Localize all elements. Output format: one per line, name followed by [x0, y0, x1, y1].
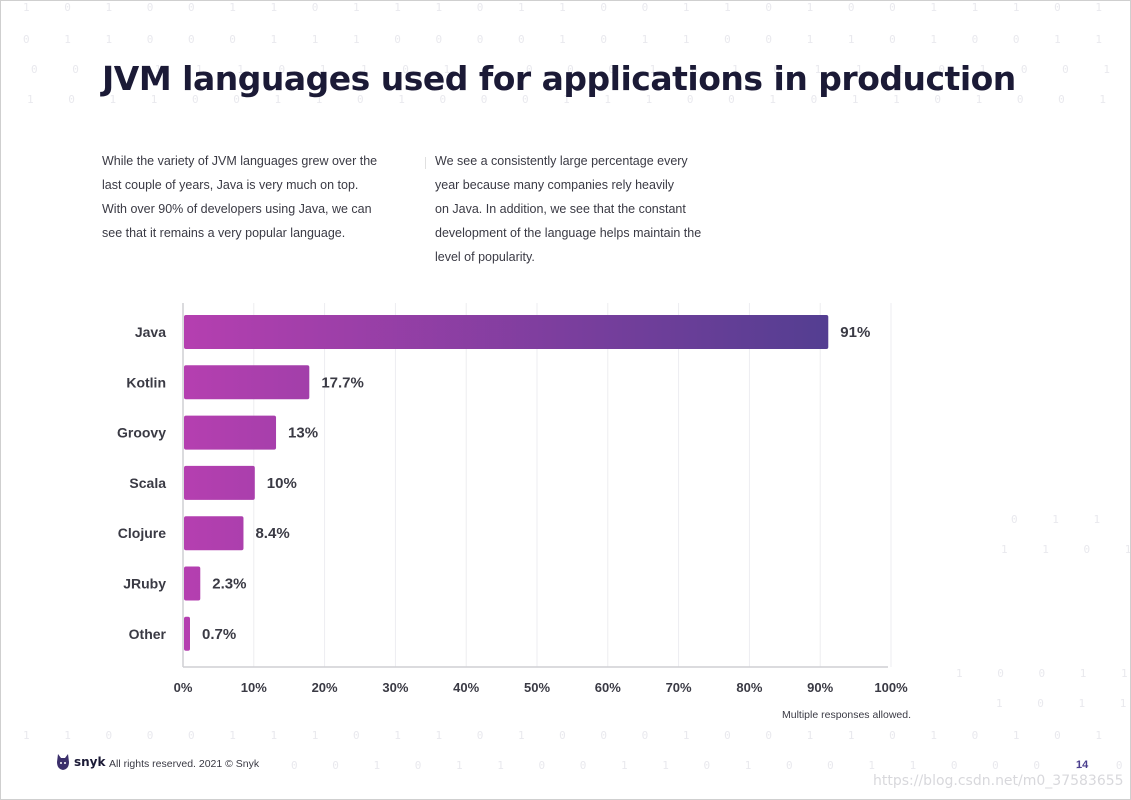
paragraph-line: level of popularity. [435, 250, 535, 264]
intro-paragraph-right: We see a consistently large percentage e… [435, 149, 735, 269]
x-tick-label: 60% [595, 680, 621, 695]
intro-paragraph-left: While the variety of JVM languages grew … [102, 149, 402, 245]
x-tick-label: 90% [807, 680, 833, 695]
x-tick-label: 100% [874, 680, 908, 695]
background-binary-line: 0 1 1 0 0 [1011, 513, 1130, 526]
paragraph-line: see that it remains a very popular langu… [102, 226, 346, 240]
chart-footnote: Multiple responses allowed. [782, 709, 911, 721]
background-binary-line: 1 1 0 0 0 1 1 1 0 1 1 0 1 0 0 0 1 0 0 1 … [23, 729, 1130, 742]
x-tick-label: 0% [174, 680, 193, 695]
background-binary-line: 1 0 0 1 1 1 0 0 [956, 667, 1130, 680]
x-tick-label: 20% [312, 680, 338, 695]
x-tick-label: 10% [241, 680, 267, 695]
watermark: https://blog.csdn.net/m0_37583655 [873, 773, 1124, 789]
bar-groovy [184, 415, 277, 450]
paragraph-line: While the variety of JVM languages grew … [102, 154, 378, 168]
value-label: 91% [840, 324, 870, 341]
bar-kotlin [184, 365, 310, 400]
background-binary-line: 0 0 1 0 1 1 0 0 1 1 0 1 0 0 1 1 0 0 0 1 … [291, 759, 1130, 772]
paragraph-line: last couple of years, Java is very much … [102, 178, 359, 192]
value-label: 8.4% [255, 525, 289, 542]
snyk-dog-icon [57, 754, 69, 770]
paragraph-line: We see a consistently large percentage e… [435, 154, 688, 168]
value-label: 13% [288, 425, 318, 442]
category-label: Java [135, 324, 166, 340]
brand-name: snyk [74, 755, 106, 769]
background-binary-line: 1 0 1 1 1 [996, 697, 1130, 710]
category-label: Clojure [118, 525, 166, 541]
x-tick-label: 40% [453, 680, 479, 695]
copyright-text: All rights reserved. 2021 © Snyk [109, 758, 260, 770]
bar-scala [184, 465, 255, 500]
value-label: 10% [267, 475, 297, 492]
column-divider [425, 157, 426, 169]
bar-java [184, 315, 829, 349]
category-label: Kotlin [126, 374, 166, 390]
background-binary-line: 1 0 1 0 0 1 1 0 1 1 1 0 1 1 0 0 1 1 0 1 … [23, 1, 1130, 14]
value-label: 0.7% [202, 626, 236, 643]
paragraph-line: on Java. In addition, we see that the co… [435, 202, 686, 216]
category-label: JRuby [123, 576, 166, 592]
x-tick-label: 70% [666, 680, 692, 695]
footer-brand: snyk [56, 753, 106, 771]
bar-clojure [184, 516, 244, 551]
page-number: 14 [1076, 759, 1089, 771]
paragraph-line: year because many companies rely heavily [435, 178, 675, 192]
x-tick-label: 30% [382, 680, 408, 695]
value-label: 17.7% [321, 374, 364, 391]
category-label: Scala [129, 475, 166, 491]
x-tick-label: 80% [736, 680, 762, 695]
category-label: Other [129, 626, 167, 642]
bar-other [184, 616, 190, 651]
page-title: JVM languages used for applications in p… [102, 59, 1016, 98]
background-binary-line: 0 0 0 1 1 1 0 1 1 0 1 1 0 0 0 1 0 1 0 1 … [31, 63, 1130, 76]
background-binary-line: 1 0 1 1 0 0 1 1 0 1 0 0 0 1 1 1 0 0 1 0 … [27, 93, 1130, 106]
background-binary-line: 0 1 1 0 0 0 1 1 1 0 0 0 0 1 0 1 1 0 0 1 … [23, 33, 1130, 46]
x-tick-label: 50% [524, 680, 550, 695]
bar-jruby [184, 566, 201, 601]
category-label: Groovy [117, 425, 166, 441]
value-label: 2.3% [212, 576, 246, 593]
paragraph-line: With over 90% of developers using Java, … [102, 202, 372, 216]
background-binary-line: 1 1 0 1 1 1 [1001, 543, 1130, 556]
paragraph-line: development of the language helps mainta… [435, 226, 702, 240]
